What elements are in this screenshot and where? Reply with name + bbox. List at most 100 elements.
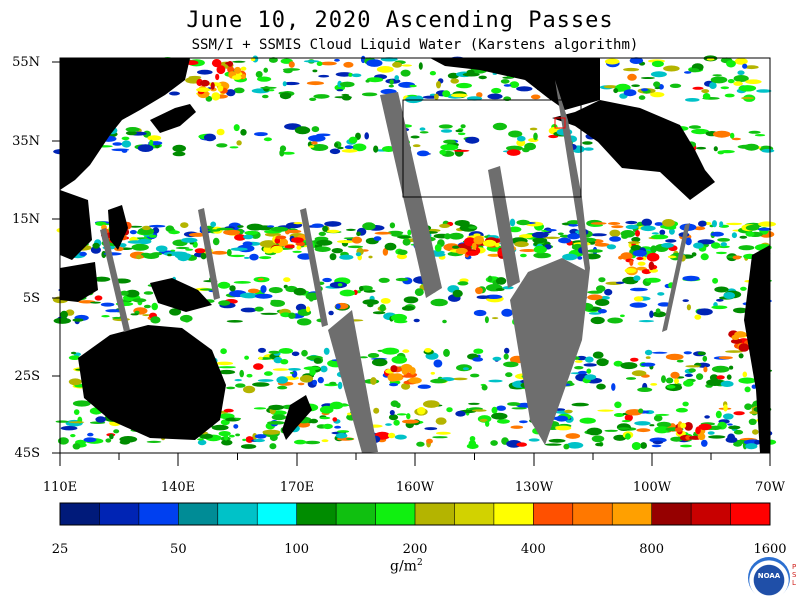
cloud-blob: [481, 384, 488, 391]
cloud-blob: [301, 349, 308, 357]
cloud-blob: [761, 148, 775, 153]
cloud-blob: [70, 434, 76, 438]
cloud-blob: [188, 75, 202, 79]
cloud-blob: [177, 254, 190, 262]
cloud-blob: [316, 61, 323, 66]
cloud-blob: [313, 357, 322, 364]
cloud-blob: [395, 277, 409, 282]
cloud-blob: [714, 286, 729, 293]
cloud-blob: [613, 413, 625, 417]
cloud-blob: [232, 60, 246, 63]
cloud-blob: [640, 77, 655, 79]
cloud-blob: [288, 61, 295, 68]
cloud-blob: [339, 289, 355, 297]
cloud-blob: [205, 95, 213, 102]
cloud-blob: [304, 440, 321, 445]
cloud-blob: [706, 58, 715, 61]
cloud-blob: [68, 378, 82, 386]
cloud-blob: [218, 300, 231, 306]
cloud-blob: [734, 58, 748, 65]
cloud-blob: [185, 248, 194, 251]
cloud-blob: [720, 380, 734, 387]
cloud-blob: [72, 318, 84, 322]
cloud-blob: [701, 439, 708, 447]
cloud-blob: [172, 151, 186, 157]
cloud-blob: [258, 356, 263, 360]
cloud-blob: [701, 89, 710, 94]
cloud-blob: [641, 256, 647, 261]
cloud-blob: [268, 404, 285, 411]
cloud-blob: [640, 225, 656, 232]
cloud-blob: [233, 87, 245, 94]
cloud-blob: [631, 442, 642, 450]
cloud-blob: [188, 232, 206, 237]
cloud-blob: [324, 221, 342, 227]
cloud-blob: [339, 254, 354, 260]
cloud-blob: [155, 245, 168, 252]
cloud-blob: [723, 413, 734, 420]
cloud-blob: [452, 377, 468, 381]
cloud-blob: [412, 144, 421, 148]
cloud-blob: [719, 150, 735, 154]
cloud-blob: [335, 432, 348, 439]
cloud-blob: [516, 442, 527, 447]
cloud-blob: [259, 256, 272, 260]
cloud-blob: [210, 82, 215, 90]
cloud-blob: [633, 275, 641, 282]
cloud-blob: [732, 255, 742, 260]
cloud-blob: [234, 379, 242, 382]
cloud-blob: [169, 91, 180, 96]
cloud-blob: [683, 380, 694, 387]
region-box: [402, 99, 582, 198]
cloud-blob: [235, 383, 246, 388]
cloud-blob: [482, 239, 497, 247]
cloud-blob: [615, 281, 625, 284]
cloud-blob: [712, 220, 717, 228]
cloud-blob: [337, 430, 350, 433]
cloud-blob: [379, 304, 386, 312]
colorbar-tick-label: 200: [403, 542, 428, 557]
cloud-blob: [563, 443, 570, 450]
cloud-blob: [666, 385, 676, 389]
cloud-blob: [323, 347, 330, 355]
cloud-blob: [269, 443, 277, 450]
cloud-blob: [723, 292, 735, 299]
cloud-blob: [587, 249, 603, 253]
cloud-blob: [241, 73, 246, 80]
cloud-blob: [745, 443, 758, 450]
cloud-blob: [336, 89, 344, 92]
cloud-blob: [414, 288, 424, 296]
units-exponent: 2: [416, 558, 423, 568]
cloud-blob: [236, 140, 242, 146]
cloud-blob: [400, 69, 411, 77]
cloud-blob: [141, 252, 151, 256]
cloud-blob: [320, 365, 328, 373]
cloud-blob: [495, 288, 505, 291]
red-marker-box: [554, 117, 566, 129]
cloud-blob: [260, 312, 278, 315]
cloud-blob: [334, 58, 340, 62]
cloud-blob: [487, 253, 501, 257]
cloud-blob: [130, 313, 139, 316]
cloud-blob: [597, 409, 614, 412]
cloud-blob: [255, 71, 263, 78]
cloud-blob: [137, 238, 152, 245]
cloud-blob: [700, 253, 709, 261]
cloud-blob: [101, 315, 110, 318]
cloud-blob: [229, 434, 235, 438]
cloud-blob: [364, 132, 370, 140]
cloud-blob: [402, 374, 416, 378]
cloud-blob: [388, 414, 399, 421]
cloud-blob: [711, 305, 728, 310]
cloud-blob: [651, 444, 662, 448]
cloud-blob: [381, 347, 400, 355]
cloud-blob: [216, 143, 228, 148]
cloud-blob: [417, 407, 426, 415]
cloud-blob: [679, 444, 693, 448]
cloud-blob: [229, 285, 236, 292]
cloud-blob: [713, 146, 718, 152]
cloud-blob: [670, 436, 683, 442]
cloud-blob: [654, 426, 670, 434]
chart-subtitle: SSM/I + SSMIS Cloud Liquid Water (Karste…: [191, 37, 639, 53]
